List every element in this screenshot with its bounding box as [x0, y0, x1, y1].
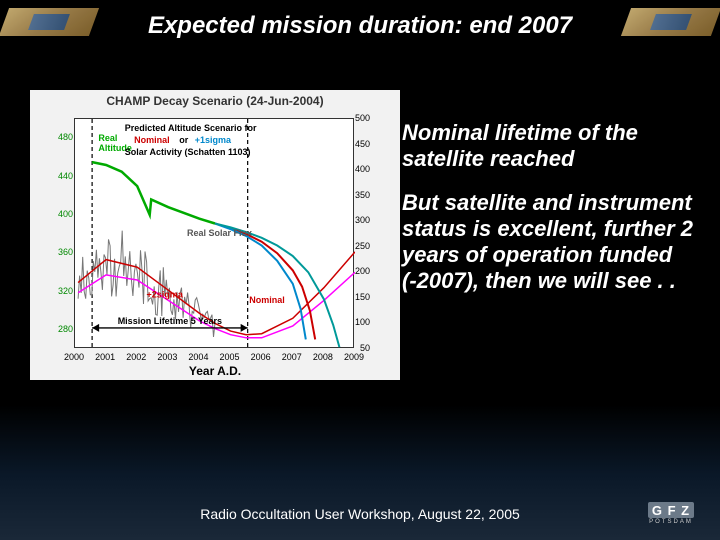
- body-p1: Nominal lifetime of the satellite reache…: [402, 120, 702, 172]
- gfz-logo-text: G F Z: [648, 502, 694, 518]
- chart-xlabel: Year A.D.: [30, 364, 400, 378]
- svg-text:Solar Activity (Schatten 1103): Solar Activity (Schatten 1103): [125, 147, 251, 157]
- svg-text:Real Solar Flux: Real Solar Flux: [187, 228, 252, 238]
- svg-text:Predicted Altitude Scenario fo: Predicted Altitude Scenario for: [125, 123, 257, 133]
- svg-text:+1sigma: +1sigma: [195, 135, 232, 145]
- slide-root: Expected mission duration: end 2007 CHAM…: [0, 0, 720, 540]
- body-p2: But satellite and instrument status is e…: [402, 190, 702, 294]
- svg-text:or: or: [179, 135, 188, 145]
- svg-text:Nominal: Nominal: [134, 135, 170, 145]
- gfz-logo: G F Z POTSDAM: [640, 498, 702, 528]
- svg-text:Mission Lifetime 5 Years: Mission Lifetime 5 Years: [118, 316, 222, 326]
- svg-text:+2sigma: +2sigma: [147, 289, 184, 299]
- chart-plot-area: Mission Lifetime 5 Years Predicted Altitu…: [74, 118, 354, 348]
- svg-text:Nominal: Nominal: [249, 295, 285, 305]
- chart-svg: Mission Lifetime 5 Years Predicted Altitu…: [75, 119, 355, 349]
- chart-title: CHAMP Decay Scenario (24-Jun-2004): [30, 94, 400, 108]
- svg-text:Real: Real: [98, 133, 117, 143]
- chart-container: CHAMP Decay Scenario (24-Jun-2004) Mean …: [30, 90, 400, 380]
- body-text: Nominal lifetime of the satellite reache…: [402, 120, 702, 312]
- gfz-logo-sub: POTSDAM: [649, 519, 693, 525]
- slide-title: Expected mission duration: end 2007: [0, 12, 720, 40]
- slide-footer: Radio Occultation User Workshop, August …: [0, 506, 720, 522]
